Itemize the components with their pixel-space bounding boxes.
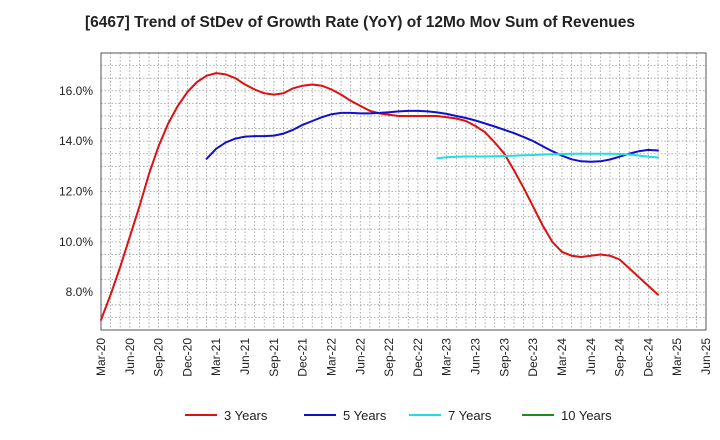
y-tick-label: 8.0%: [66, 285, 94, 299]
legend-label: 5 Years: [343, 408, 387, 423]
x-tick-label: Mar-25: [670, 338, 684, 376]
legend-label: 7 Years: [448, 408, 492, 423]
x-tick-label: Sep-22: [382, 338, 396, 377]
series-line-5-years: [205, 109, 659, 163]
y-tick-label: 12.0%: [59, 185, 93, 199]
x-tick-label: Mar-24: [555, 338, 569, 376]
plot-area-frame: [100, 52, 707, 331]
x-tick-label: Jun-22: [353, 338, 367, 375]
x-tick-label: Dec-20: [180, 338, 194, 377]
x-tick-label: Sep-24: [613, 338, 627, 377]
x-tick-label: Mar-20: [94, 338, 108, 376]
x-tick-label: Mar-21: [209, 338, 223, 376]
chart-title: [6467] Trend of StDev of Growth Rate (Yo…: [84, 14, 636, 31]
x-tick-label: Jun-20: [123, 338, 137, 375]
x-tick-label: Sep-20: [152, 338, 166, 377]
x-tick-label: Sep-23: [497, 338, 511, 377]
x-tick-label: Dec-23: [526, 338, 540, 377]
legend-label: 10 Years: [561, 408, 612, 423]
x-tick-label: Dec-21: [296, 338, 310, 377]
x-tick-label: Mar-23: [440, 338, 454, 376]
x-tick-label: Dec-22: [411, 338, 425, 377]
legend-label: 3 Years: [224, 408, 268, 423]
y-tick-label: 16.0%: [59, 84, 93, 98]
x-tick-label: Sep-21: [267, 338, 281, 377]
x-tick-label: Jun-21: [238, 338, 252, 375]
x-tick-label: Mar-22: [324, 338, 338, 376]
x-tick-label: Jun-25: [699, 338, 713, 375]
x-tick-label: Jun-23: [469, 338, 483, 375]
x-tick-label: Jun-24: [584, 338, 598, 375]
series-line-7-years: [436, 152, 659, 160]
x-tick-label: Dec-24: [641, 338, 655, 377]
y-tick-label: 10.0%: [59, 235, 93, 249]
y-tick-label: 14.0%: [59, 134, 93, 148]
